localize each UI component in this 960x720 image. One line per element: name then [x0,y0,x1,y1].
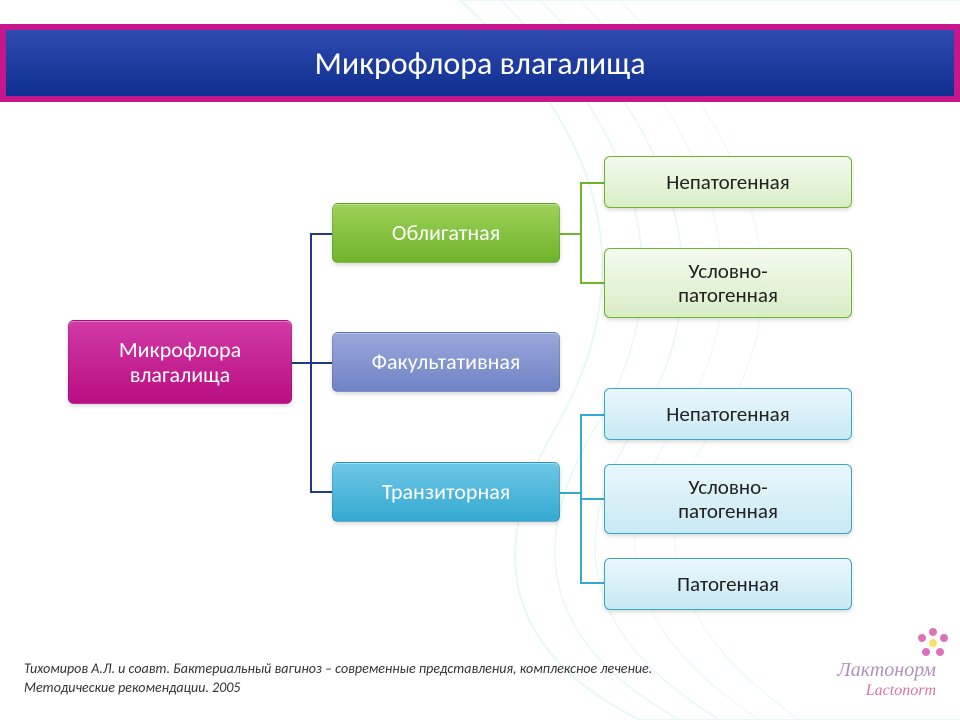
page-title: Микрофлора влагалища [314,44,645,83]
node-label: Патогенная [677,572,779,596]
node-label: Условно-патогенная [678,475,778,523]
node-root-label: Микрофлора влагалища [77,337,283,388]
flower-icon [916,626,950,660]
node-facultative: Факультативная [332,332,560,392]
connector-obligate [560,182,604,284]
node-facultative-label: Факультативная [372,349,521,374]
node-transient: Транзиторная [332,462,560,522]
connector-root [292,233,332,493]
watermark-line1: Лактонорм [837,659,936,682]
node-transient-conditionally-pathogenic: Условно-патогенная [604,464,852,534]
node-label: Непатогенная [666,402,789,426]
brand-watermark: Лактонорм Lactonorm [837,659,936,700]
node-transient-pathogenic: Патогенная [604,558,852,610]
hierarchy-diagram: Микрофлора влагалища Облигатная Факульта… [60,148,924,628]
node-obligate-nonpathogenic: Непатогенная [604,156,852,208]
node-transient-nonpathogenic: Непатогенная [604,388,852,440]
connector-transient [560,414,604,584]
watermark-line2: Lactonorm [837,682,936,700]
slide: Микрофлора влагалища Микрофлора вл [0,0,960,720]
node-transient-label: Транзиторная [382,479,510,504]
node-root: Микрофлора влагалища [68,320,292,404]
node-obligate-conditionally-pathogenic: Условно-патогенная [604,248,852,318]
footnote-citation: Тихомиров А.Л. и соавт. Бактериальный ва… [24,660,664,698]
node-label: Условно-патогенная [678,259,778,307]
node-label: Непатогенная [666,170,789,194]
node-obligate-label: Облигатная [392,220,500,245]
title-bar: Микрофлора влагалища [0,24,960,102]
node-obligate: Облигатная [332,203,560,263]
